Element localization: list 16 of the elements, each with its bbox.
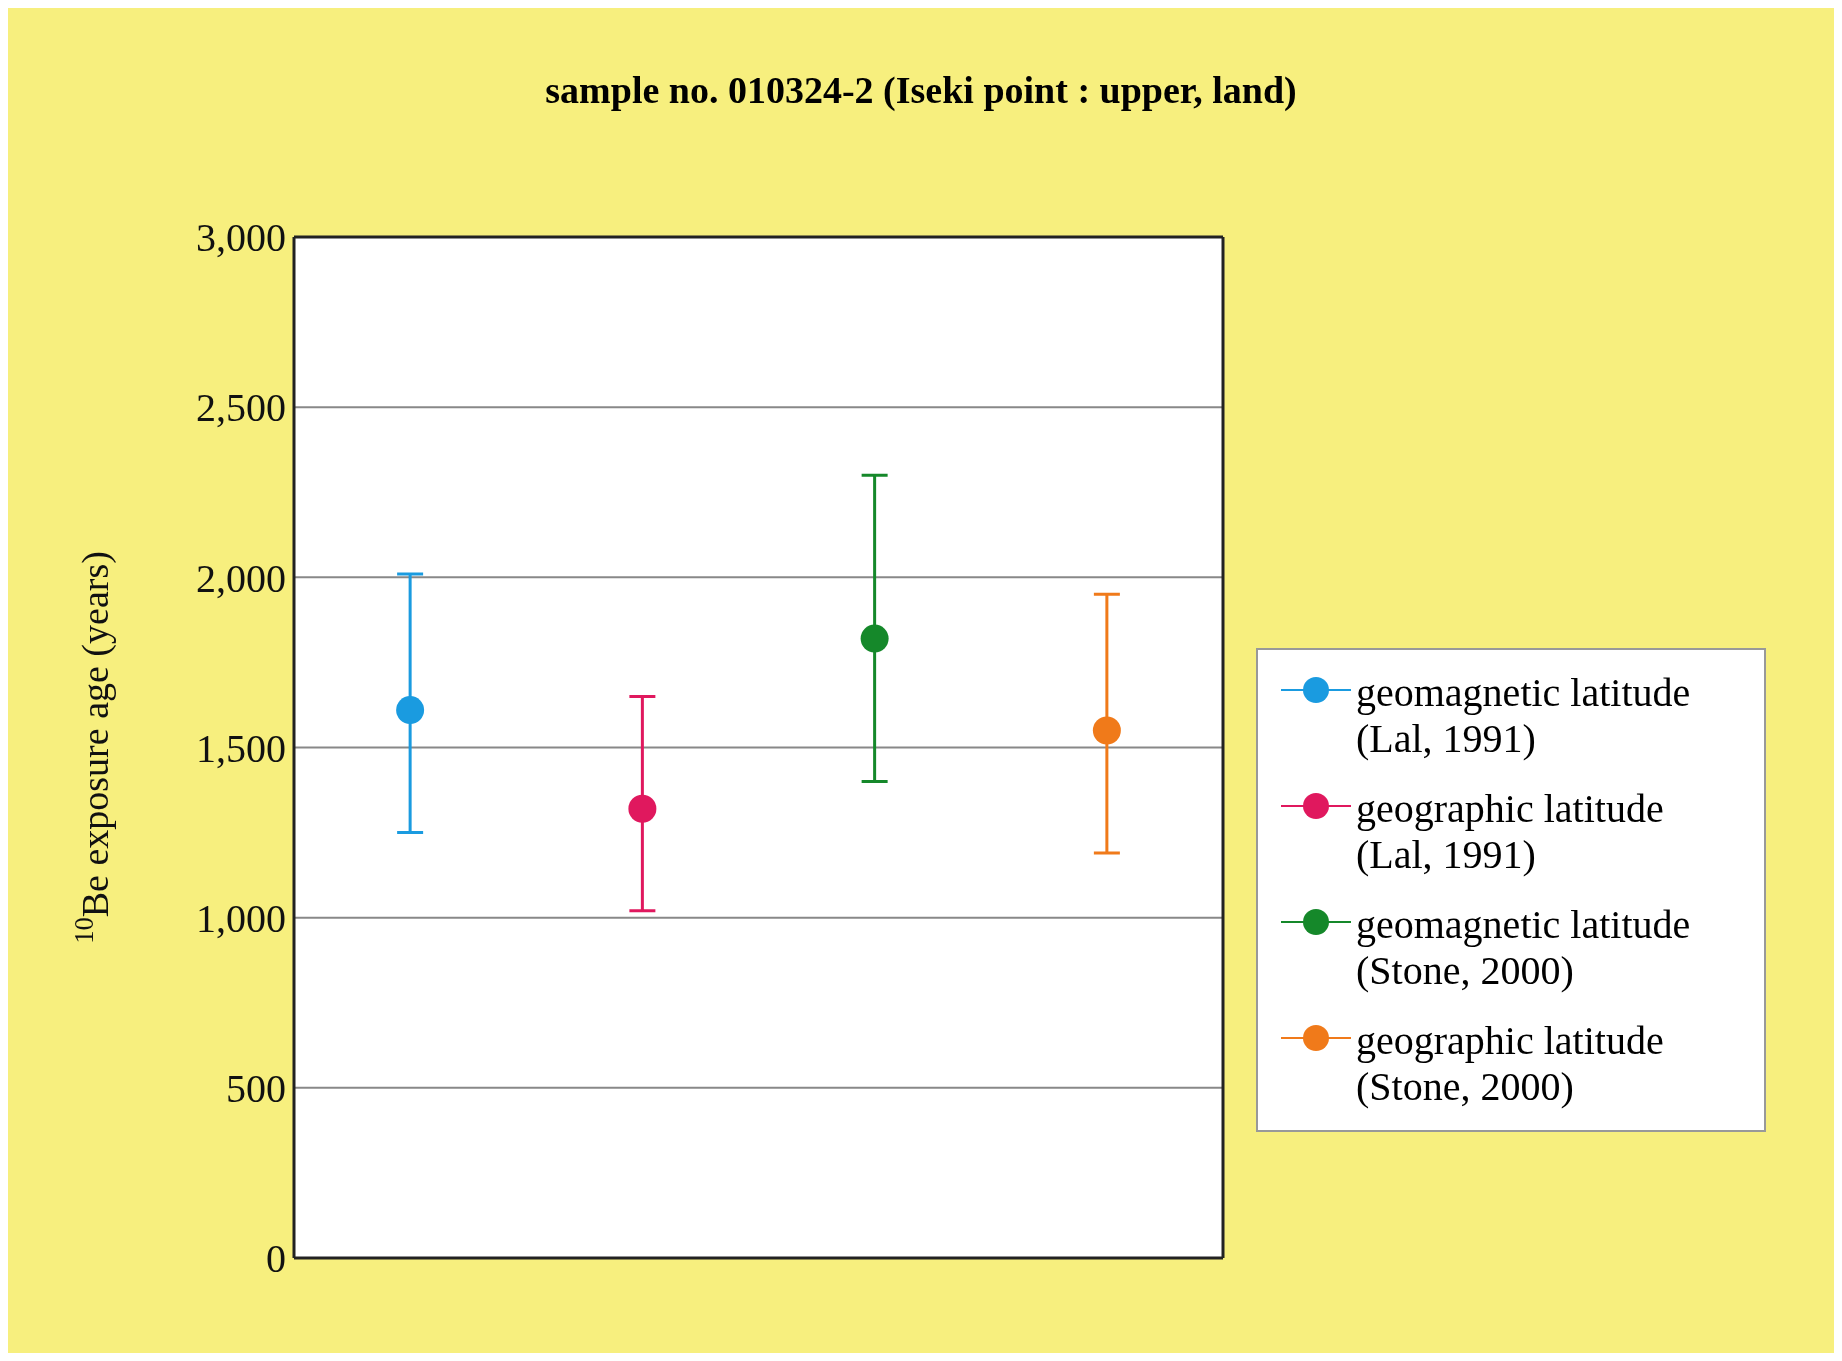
- legend-label: geomagnetic latitude (Lal, 1991): [1356, 670, 1692, 762]
- y-tick-label: 0: [266, 1236, 286, 1282]
- point: [396, 696, 425, 725]
- point: [1092, 716, 1121, 745]
- point: [860, 624, 889, 653]
- legend-label: geographic latitude (Stone, 2000): [1356, 1018, 1665, 1110]
- y-tick-label: 2,000: [196, 555, 286, 601]
- chart-title: sample no. 010324-2 (Iseki point : upper, land): [544, 68, 1298, 112]
- y-tick-label: 3,000: [196, 215, 286, 261]
- y-tick-label: 2,500: [196, 385, 286, 431]
- y-tick-label: 500: [226, 1066, 286, 1112]
- legend-label: geomagnetic latitude (Stone, 2000): [1356, 902, 1692, 994]
- y-tick-label: 1,500: [196, 725, 286, 771]
- y-tick-label: 1,000: [196, 895, 286, 941]
- legend-label: geographic latitude (Lal, 1991): [1356, 786, 1665, 878]
- point: [628, 794, 657, 823]
